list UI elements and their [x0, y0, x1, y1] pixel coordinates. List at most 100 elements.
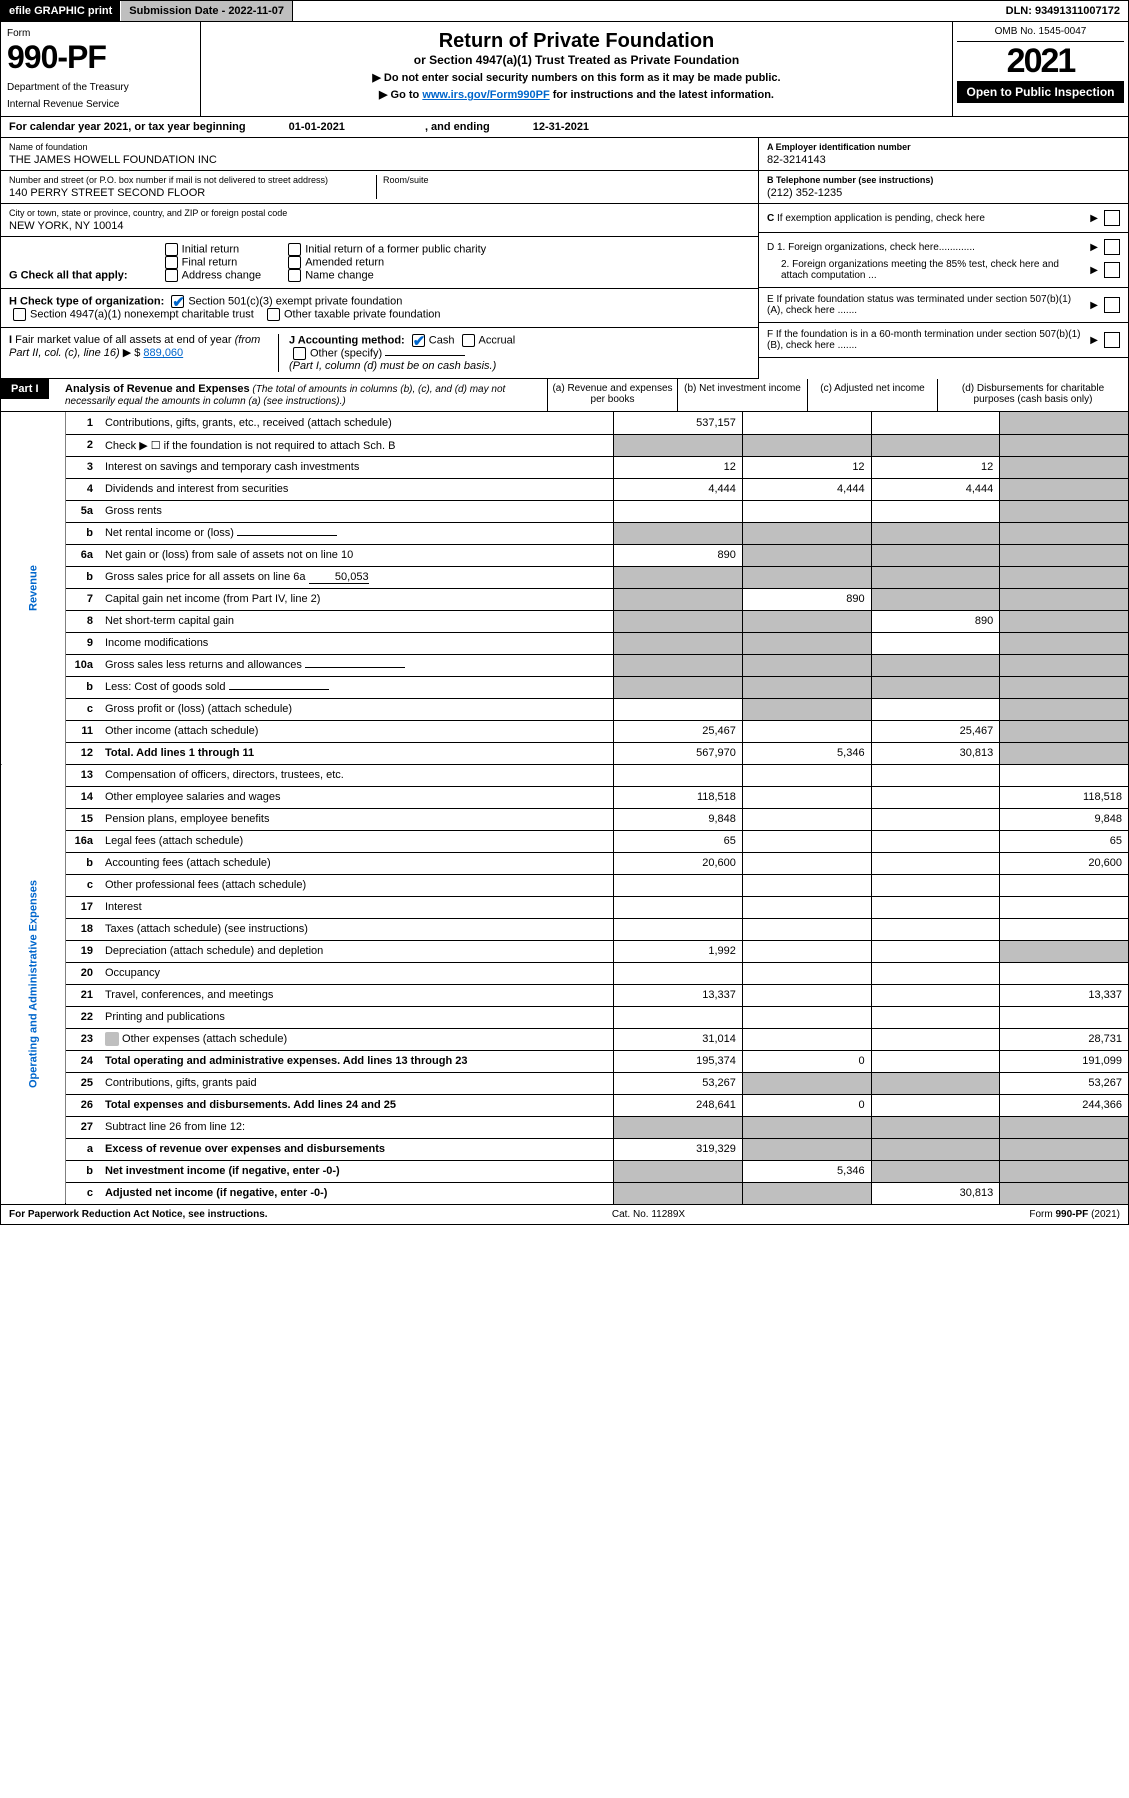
chk-address-change[interactable]	[165, 269, 178, 282]
line-number: 6a	[66, 544, 99, 566]
amount-col-c	[871, 412, 1000, 434]
foundation-name-cell: Name of foundation THE JAMES HOWELL FOUN…	[1, 138, 758, 171]
amount-col-c: 890	[871, 610, 1000, 632]
chk-initial-public[interactable]	[288, 243, 301, 256]
ein-value: 82-3214143	[767, 154, 1120, 166]
addr-label: Number and street (or P.O. box number if…	[9, 175, 376, 185]
table-row: 3Interest on savings and temporary cash …	[1, 456, 1129, 478]
amount-col-a: 65	[614, 830, 743, 852]
i-j-row: I Fair market value of all assets at end…	[1, 328, 758, 379]
table-row: 22Printing and publications	[1, 1006, 1129, 1028]
line-number: 5a	[66, 500, 99, 522]
amount-col-c: 30,813	[871, 742, 1000, 764]
amount-col-c	[871, 1094, 1000, 1116]
chk-cash[interactable]	[412, 334, 425, 347]
amount-col-b	[742, 412, 871, 434]
info-right-column: A Employer identification number 82-3214…	[758, 138, 1128, 379]
table-row: cGross profit or (loss) (attach schedule…	[1, 698, 1129, 720]
amount-col-c	[871, 544, 1000, 566]
amount-col-b	[742, 940, 871, 962]
amount-col-c: 4,444	[871, 478, 1000, 500]
line-number: b	[66, 852, 99, 874]
chk-initial-return[interactable]	[165, 243, 178, 256]
amount-col-b	[742, 654, 871, 676]
line-description: Total. Add lines 1 through 11	[99, 742, 614, 764]
irs-link[interactable]: www.irs.gov/Form990PF	[422, 89, 549, 101]
amount-col-b: 5,346	[742, 742, 871, 764]
opt-cash: Cash	[429, 334, 455, 346]
line-description: Dividends and interest from securities	[99, 478, 614, 500]
amount-col-c	[871, 588, 1000, 610]
line-description: Legal fees (attach schedule)	[99, 830, 614, 852]
opt-amended: Amended return	[305, 256, 384, 268]
amount-col-a: 248,641	[614, 1094, 743, 1116]
amount-col-d	[1000, 544, 1129, 566]
amount-col-c	[871, 830, 1000, 852]
part1-badge-cell: Part I	[1, 379, 57, 411]
chk-d1[interactable]	[1104, 239, 1120, 255]
chk-amended[interactable]	[288, 256, 301, 269]
chk-other-taxable[interactable]	[267, 308, 280, 321]
amount-col-c: 25,467	[871, 720, 1000, 742]
amount-col-a	[614, 676, 743, 698]
form-label: Form	[7, 28, 194, 39]
room-block: Room/suite	[376, 175, 750, 199]
amount-col-d: 13,337	[1000, 984, 1129, 1006]
room-label: Room/suite	[383, 175, 750, 185]
amount-col-d	[1000, 742, 1129, 764]
chk-final-return[interactable]	[165, 256, 178, 269]
table-row: 25Contributions, gifts, grants paid53,26…	[1, 1072, 1129, 1094]
chk-501c3[interactable]	[171, 295, 184, 308]
efile-print-button[interactable]: efile GRAPHIC print	[1, 1, 121, 21]
amount-col-c	[871, 1006, 1000, 1028]
line-description: Occupancy	[99, 962, 614, 984]
amount-col-d	[1000, 412, 1129, 434]
part1-title: Analysis of Revenue and Expenses	[65, 383, 250, 395]
cal-begin: 01-01-2021	[289, 121, 345, 133]
amount-col-c	[871, 632, 1000, 654]
chk-d2[interactable]	[1104, 262, 1120, 278]
amount-col-a	[614, 962, 743, 984]
phone-label: B Telephone number (see instructions)	[767, 175, 1120, 185]
line-number: 25	[66, 1072, 99, 1094]
line-number: 13	[66, 764, 99, 786]
chk-accrual[interactable]	[462, 334, 475, 347]
amount-col-d	[1000, 698, 1129, 720]
table-row: bLess: Cost of goods sold	[1, 676, 1129, 698]
name-label: Name of foundation	[9, 142, 750, 152]
line-description: Net gain or (loss) from sale of assets n…	[99, 544, 614, 566]
line-description: Printing and publications	[99, 1006, 614, 1028]
dln: DLN: 93491311007172	[998, 1, 1128, 21]
amount-col-a	[614, 566, 743, 588]
line-description: Pension plans, employee benefits	[99, 808, 614, 830]
amount-col-c	[871, 786, 1000, 808]
chk-other-method[interactable]	[293, 347, 306, 360]
h-row: H Check type of organization: Section 50…	[1, 289, 758, 328]
line-number: 17	[66, 896, 99, 918]
dept-treasury: Department of the Treasury	[7, 82, 194, 93]
amount-col-c	[871, 984, 1000, 1006]
submission-date: Submission Date - 2022-11-07	[121, 1, 293, 21]
form-subtitle: or Section 4947(a)(1) Trust Treated as P…	[209, 53, 944, 67]
line-description: Other expenses (attach schedule)	[99, 1028, 614, 1050]
amount-col-d	[1000, 588, 1129, 610]
line-description: Net short-term capital gain	[99, 610, 614, 632]
col-a-header: (a) Revenue and expenses per books	[547, 379, 677, 411]
amount-col-c	[871, 698, 1000, 720]
chk-c[interactable]	[1104, 210, 1120, 226]
table-row: aExcess of revenue over expenses and dis…	[1, 1138, 1129, 1160]
line-description: Net rental income or (loss)	[99, 522, 614, 544]
calendar-year-row: For calendar year 2021, or tax year begi…	[0, 117, 1129, 138]
chk-e[interactable]	[1104, 297, 1120, 313]
amount-col-c	[871, 434, 1000, 456]
chk-name-change[interactable]	[288, 269, 301, 282]
chk-f[interactable]	[1104, 332, 1120, 348]
attach-icon[interactable]	[105, 1032, 119, 1046]
opt-final-return: Final return	[182, 256, 238, 268]
omb-number: OMB No. 1545-0047	[957, 26, 1124, 42]
line-number: a	[66, 1138, 99, 1160]
amount-col-a: 195,374	[614, 1050, 743, 1072]
amount-col-a	[614, 1182, 743, 1204]
chk-4947a1[interactable]	[13, 308, 26, 321]
amount-col-a: 4,444	[614, 478, 743, 500]
